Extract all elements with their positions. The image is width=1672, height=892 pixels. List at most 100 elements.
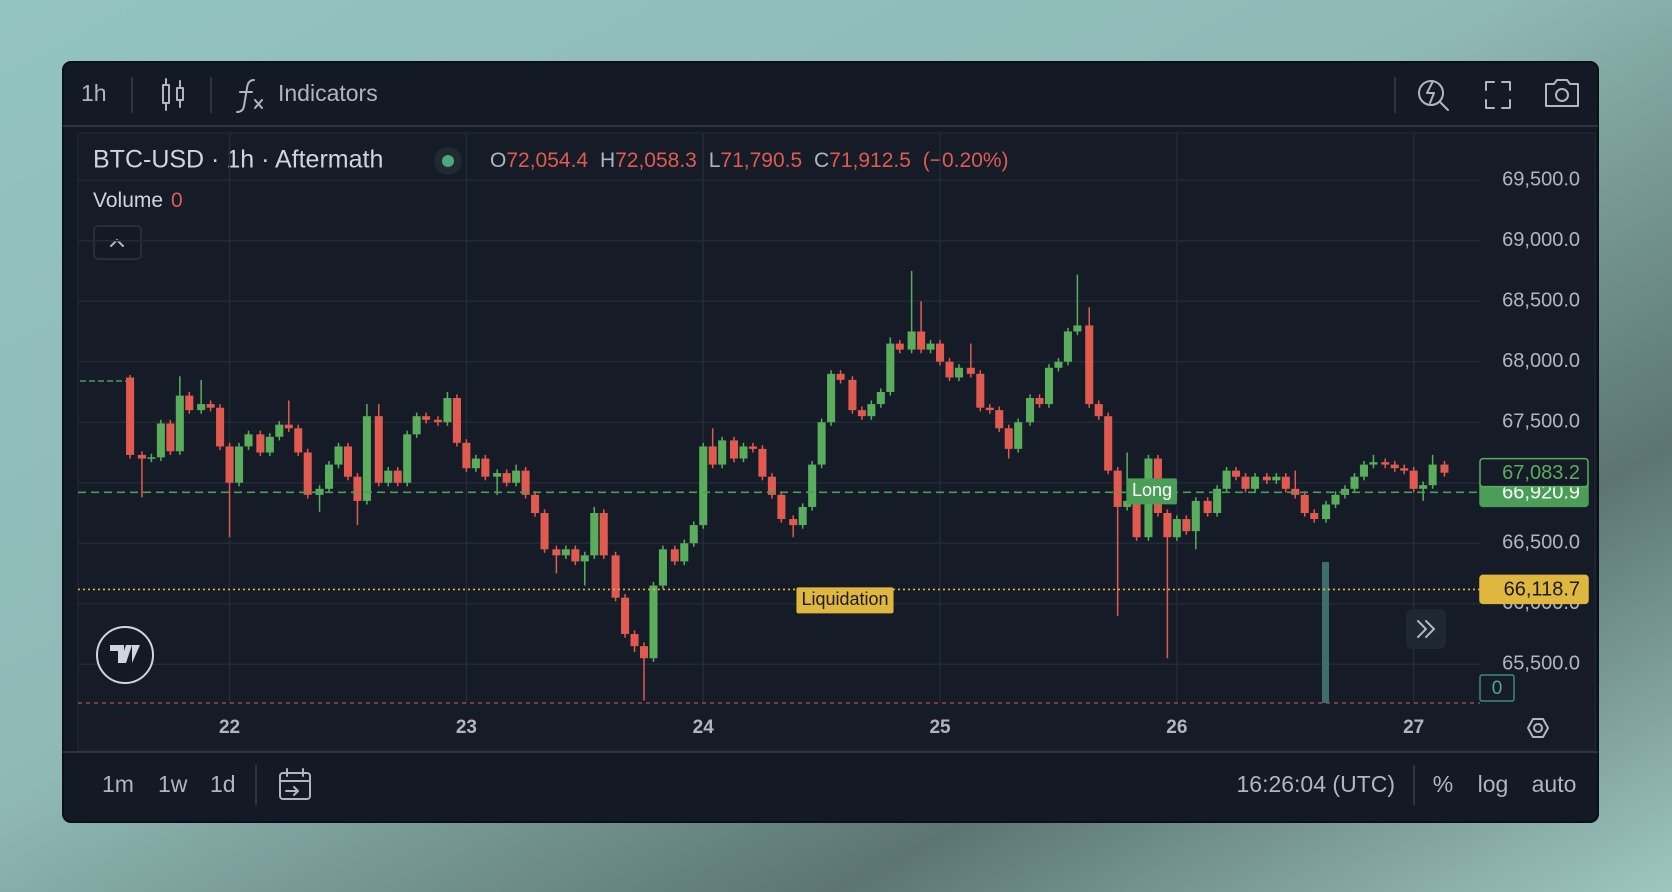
candle-body (1063, 331, 1072, 362)
tradingview-logo[interactable] (96, 626, 154, 684)
candle-body (197, 404, 206, 411)
screenshot-button[interactable] (1545, 79, 1579, 107)
candle-body (1400, 468, 1409, 471)
indicators-button[interactable]: Indicators (236, 79, 378, 113)
candle-body (1272, 476, 1281, 481)
range-button[interactable]: 1d (210, 771, 236, 797)
candle-body (294, 428, 303, 453)
collapse-legend-button[interactable] (93, 225, 142, 260)
candle-body (175, 395, 184, 452)
fullscreen-button[interactable] (1485, 81, 1511, 109)
candle-body (917, 331, 926, 350)
candle-body (1035, 398, 1044, 405)
candle-body (1014, 422, 1023, 449)
candle-body (256, 434, 265, 453)
ohlc-legend: O72,054.4 H72,058.3 L71,790.5 C71,912.5 … (490, 149, 1009, 172)
candle-body (699, 446, 708, 526)
candle-body (926, 343, 935, 350)
candle-body (739, 446, 748, 459)
candle-body (936, 343, 945, 362)
candle-body (126, 377, 135, 455)
candle-body (206, 404, 215, 408)
candle-body (886, 343, 895, 392)
candle-body (729, 440, 739, 459)
high-value: 72,058.3 (615, 149, 697, 172)
open-key: O (490, 149, 506, 172)
auto-button[interactable]: auto (1532, 771, 1577, 797)
candle-body (493, 473, 502, 477)
candle-body (166, 423, 175, 452)
indicators-label[interactable]: Indicators (278, 80, 378, 106)
candle-type-button[interactable] (162, 78, 184, 111)
candle-body (1104, 416, 1113, 471)
candle-body (758, 448, 767, 477)
candle-body (561, 549, 570, 556)
candle-body (1390, 464, 1399, 469)
candle-body (1440, 464, 1449, 473)
candle-body (462, 442, 471, 469)
candle-body (798, 506, 807, 526)
last-price-tag (1479, 457, 1589, 488)
candle-body (1291, 488, 1300, 495)
close-value: 71,912.5 (829, 149, 911, 172)
candle-body (502, 473, 511, 483)
candle-body (216, 407, 225, 447)
range-button[interactable]: 1w (158, 771, 188, 797)
candle-body (748, 446, 757, 449)
candle-body (1350, 476, 1359, 489)
candle-body (540, 513, 549, 550)
axis-settings-button[interactable] (1527, 718, 1549, 738)
candle-body (630, 634, 639, 647)
candle-body (895, 343, 904, 350)
percent-button[interactable]: % (1433, 771, 1453, 797)
scroll-to-realtime-button[interactable] (1406, 609, 1446, 649)
candle-body (185, 395, 194, 411)
candle-body (1241, 476, 1250, 489)
y-tick-label: 68,500.0 (1502, 289, 1580, 311)
candle-body (985, 407, 994, 411)
candle-body (966, 367, 975, 374)
x-tick-label: 25 (929, 717, 951, 738)
x-tick-label: 22 (219, 717, 240, 738)
candle-body (708, 446, 717, 465)
candle-body (1262, 476, 1271, 481)
candle-body (552, 549, 561, 556)
candle-body (393, 470, 402, 483)
x-tick-label: 24 (693, 717, 715, 738)
candle-body (767, 476, 776, 495)
price-line-name: Liquidation (801, 589, 888, 609)
log-button[interactable]: log (1478, 771, 1509, 797)
candle-body (137, 454, 146, 459)
candle-body (571, 549, 580, 562)
interval-button[interactable]: 1h (81, 80, 107, 106)
candle-body (954, 367, 964, 378)
candle-body (353, 476, 362, 501)
candle-body (670, 549, 679, 562)
price-line-name-box (1126, 478, 1178, 505)
candle-body (945, 361, 954, 378)
chart-panel (77, 132, 1596, 751)
candle-body (374, 416, 383, 483)
candle-body (1369, 462, 1378, 465)
change-value: (−0.20%) (923, 149, 1009, 172)
candle-body (1163, 513, 1172, 538)
candle-body (907, 331, 916, 350)
y-tick-label: 69,000.0 (1502, 229, 1580, 251)
candle-body (1172, 519, 1181, 538)
go-to-date-button[interactable] (279, 768, 311, 800)
price-line-tag (1479, 574, 1589, 605)
range-button[interactable]: 1m (102, 771, 134, 797)
candle-body (976, 373, 985, 408)
candle-body (789, 519, 798, 526)
fx-icon-x (254, 99, 263, 109)
replay-button[interactable] (1418, 80, 1449, 111)
candle-body (1044, 367, 1054, 405)
candle-body (836, 373, 845, 380)
y-tick-label: 69,500.0 (1502, 168, 1580, 190)
candle-body (777, 494, 786, 520)
candle-body (718, 440, 727, 465)
price-line-name-box (796, 587, 894, 614)
candle-body (412, 416, 421, 435)
candle-body (531, 494, 540, 513)
